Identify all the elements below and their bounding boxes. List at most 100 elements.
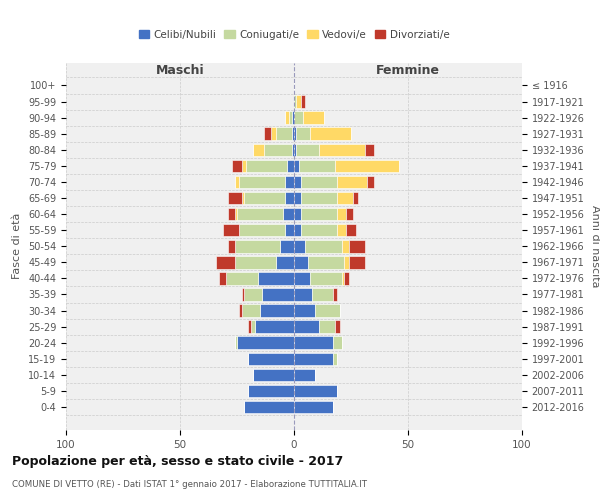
Bar — [285, 112, 289, 124]
Bar — [257, 272, 294, 284]
Bar — [294, 240, 305, 252]
Bar — [310, 272, 342, 284]
Bar — [294, 144, 296, 156]
Bar — [294, 401, 333, 413]
Bar — [349, 240, 365, 252]
Bar — [301, 224, 337, 236]
Bar — [265, 128, 271, 140]
Bar — [292, 128, 294, 140]
Bar — [294, 272, 310, 284]
Bar — [292, 144, 294, 156]
Bar — [301, 208, 337, 220]
Bar — [242, 288, 244, 301]
Bar — [239, 304, 242, 317]
Bar — [294, 96, 296, 108]
Bar — [246, 160, 287, 172]
Bar — [333, 288, 337, 301]
Bar — [260, 304, 294, 317]
Bar — [342, 272, 344, 284]
Bar — [253, 368, 294, 381]
Text: Popolazione per età, sesso e stato civile - 2017: Popolazione per età, sesso e stato civil… — [12, 455, 343, 468]
Bar — [294, 192, 301, 204]
Bar — [301, 96, 305, 108]
Bar — [289, 112, 292, 124]
Bar — [337, 192, 353, 204]
Bar — [265, 144, 292, 156]
Y-axis label: Anni di nascita: Anni di nascita — [590, 205, 600, 288]
Bar — [248, 384, 294, 397]
Legend: Celibi/Nubili, Coniugati/e, Vedovi/e, Divorziati/e: Celibi/Nubili, Coniugati/e, Vedovi/e, Di… — [134, 26, 454, 44]
Bar — [285, 176, 294, 188]
Bar — [242, 304, 260, 317]
Bar — [283, 208, 294, 220]
Bar — [253, 144, 265, 156]
Bar — [228, 192, 242, 204]
Bar — [299, 160, 335, 172]
Bar — [346, 224, 356, 236]
Bar — [248, 352, 294, 365]
Bar — [235, 176, 239, 188]
Bar — [276, 256, 294, 268]
Bar — [294, 176, 301, 188]
Bar — [312, 288, 333, 301]
Bar — [228, 208, 235, 220]
Bar — [301, 176, 337, 188]
Bar — [335, 160, 399, 172]
Bar — [244, 288, 262, 301]
Bar — [294, 224, 301, 236]
Bar — [319, 144, 365, 156]
Bar — [255, 320, 294, 333]
Bar — [294, 112, 303, 124]
Bar — [294, 336, 333, 349]
Bar — [294, 208, 301, 220]
Bar — [294, 160, 299, 172]
Bar — [344, 256, 349, 268]
Bar — [353, 192, 358, 204]
Bar — [319, 320, 335, 333]
Bar — [346, 208, 353, 220]
Bar — [244, 401, 294, 413]
Bar — [308, 256, 344, 268]
Bar — [280, 240, 294, 252]
Bar — [296, 128, 310, 140]
Bar — [223, 224, 239, 236]
Bar — [337, 176, 367, 188]
Bar — [271, 128, 276, 140]
Bar — [294, 304, 314, 317]
Text: Maschi: Maschi — [155, 64, 205, 78]
Bar — [294, 352, 333, 365]
Bar — [226, 272, 257, 284]
Bar — [228, 240, 235, 252]
Bar — [235, 256, 276, 268]
Bar — [314, 304, 340, 317]
Bar — [262, 288, 294, 301]
Bar — [292, 112, 294, 124]
Bar — [248, 320, 251, 333]
Bar — [294, 368, 314, 381]
Bar — [237, 208, 283, 220]
Bar — [237, 336, 294, 349]
Text: COMUNE DI VETTO (RE) - Dati ISTAT 1° gennaio 2017 - Elaborazione TUTTITALIA.IT: COMUNE DI VETTO (RE) - Dati ISTAT 1° gen… — [12, 480, 367, 489]
Bar — [244, 192, 285, 204]
Bar — [294, 288, 312, 301]
Y-axis label: Fasce di età: Fasce di età — [13, 213, 22, 280]
Bar — [294, 128, 296, 140]
Bar — [335, 320, 340, 333]
Bar — [367, 176, 374, 188]
Bar — [310, 128, 351, 140]
Bar — [276, 128, 292, 140]
Bar — [342, 240, 349, 252]
Bar — [217, 256, 235, 268]
Bar — [344, 272, 349, 284]
Bar — [294, 320, 319, 333]
Bar — [285, 192, 294, 204]
Bar — [296, 144, 319, 156]
Bar — [349, 256, 365, 268]
Bar — [239, 176, 285, 188]
Bar — [333, 336, 342, 349]
Bar — [305, 240, 342, 252]
Bar — [285, 224, 294, 236]
Bar — [337, 224, 346, 236]
Bar — [235, 208, 237, 220]
Bar — [242, 160, 246, 172]
